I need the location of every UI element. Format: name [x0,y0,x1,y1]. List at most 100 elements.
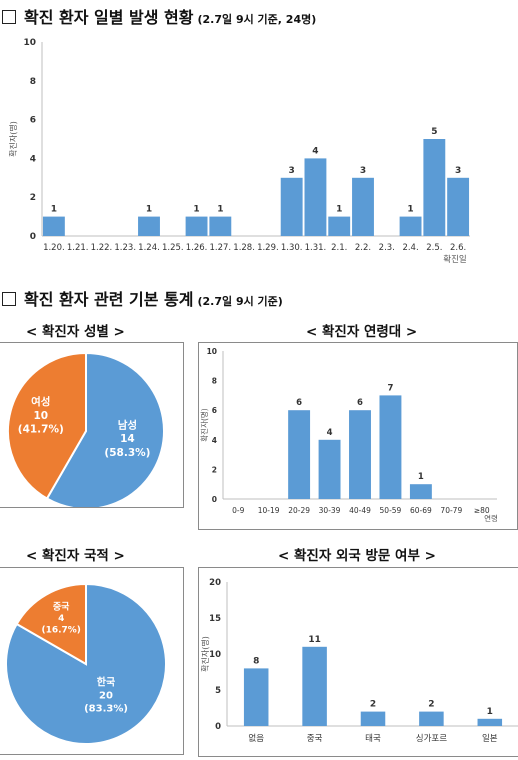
data-label: 11 [308,635,321,645]
nationality-subtitle: < 확진자 국적 > [26,548,125,564]
section-stats-title: 확진 환자 관련 기본 통계 [24,290,194,309]
pie-label-value: 10 [33,410,48,422]
bar-1.27. [209,216,232,236]
x-tick-label: 1.29. [257,243,279,253]
x-tick-label: 1.22. [91,243,113,253]
travel-panel: 0 5 10 15 20 8 없음 11 중국 2 태국 2 싱가포르 1 일본 확진자(명) [198,567,518,757]
y-tick-label: 15 [209,614,221,624]
x-tick-label: 40-49 [349,506,371,515]
bar-30-39 [318,439,341,499]
x-tick-label: 1.25. [162,243,184,253]
data-label: 3 [360,166,366,176]
y-tick-label: 10 [23,38,36,48]
bar-50-59 [379,395,402,499]
data-label: 3 [289,166,295,176]
bar-1.31. [304,158,327,236]
bar-1.30. [280,177,303,236]
x-tick-label: 2.2. [355,243,371,253]
nationality-pie-chart: 한국 20 (83.3%) 중국 4 (16.7%) [5,582,167,745]
age-panel: 0 2 4 6 8 10 0-9 10-19 6 20-29 4 30-39 6 40-49 7 50-59 1… [198,342,518,530]
y-axis-title: 확진자(명) [200,636,210,672]
bar-중국 [302,646,327,726]
x-tick-label: 1.30. [281,243,303,253]
x-tick-label: 2.6. [450,243,466,253]
x-tick-label: 일본 [482,734,498,744]
x-tick-label: 1.31. [305,243,327,253]
x-tick-label: 70-79 [440,506,462,515]
data-label: 2 [428,700,434,710]
data-label: 1 [146,205,152,215]
bar-일본 [477,718,503,726]
gender-panel: 남성 14 (58.3%) 여성 10 (41.7%) [0,342,184,510]
x-tick-label: 1.28. [233,243,255,253]
x-tick-label: 1.21. [67,243,89,253]
x-tick-label: 태국 [365,734,381,744]
pie-label-value: 4 [58,614,64,624]
x-tick-label: 1.24. [138,243,160,253]
x-tick-label: 2.1. [331,243,347,253]
bar-60-69 [409,484,432,499]
x-tick-label: 2.4. [402,243,418,253]
nationality-panel: 한국 20 (83.3%) 중국 4 (16.7%) [0,567,184,755]
y-tick-label: 0 [215,722,221,732]
data-label: 1 [193,205,199,215]
data-label: 3 [455,166,461,176]
checkbox-square-icon [2,292,16,306]
y-tick-label: 8 [212,377,217,386]
section-daily-title: 확진 환자 일별 발생 현황 [24,8,194,27]
x-tick-label: 2.3. [379,243,395,253]
age-subtitle: < 확진자 연령대 > [306,324,418,340]
data-label: 6 [296,398,302,408]
y-axis-title: 확진자(명) [199,408,209,442]
data-label: 7 [387,383,393,393]
pie-label-name: 남성 [118,418,137,431]
x-tick-label: 30-39 [319,506,341,515]
bar-싱가포르 [419,711,444,726]
section-stats-note: (2.7일 9시 기준) [197,295,283,308]
x-tick-label: 1.26. [186,243,208,253]
bar-1.20. [42,216,65,236]
bar-2.5. [423,139,446,236]
pie-label-name: 중국 [53,601,70,612]
pie-label-percent: (58.3%) [104,447,150,459]
pie-label-value: 14 [120,433,135,445]
travel-subtitle: < 확진자 외국 방문 여부 > [278,548,436,564]
y-tick-label: 8 [30,77,36,87]
x-tick-label: 싱가포르 [416,733,447,744]
x-tick-label: 50-59 [380,506,402,515]
y-tick-label: 4 [212,436,217,445]
data-label: 2 [370,700,376,710]
data-label: 4 [327,428,333,438]
x-tick-label: ≥80 [474,506,490,515]
x-tick-label: 1.27. [210,243,232,253]
pie-label-value: 20 [99,691,113,702]
pie-slice-여성 [7,351,87,500]
section-daily-heading: 확진 환자 일별 발생 현황 (2.7일 9시 기준, 24명) [2,4,316,28]
x-tick-label: 중국 [307,734,323,744]
pie-slice-중국 [15,582,87,666]
gender-subtitle: < 확진자 성별 > [26,324,125,340]
y-tick-label: 2 [212,465,217,474]
x-tick-label: 10-19 [258,506,280,515]
bar-2.4. [399,216,422,236]
pie-label-name: 한국 [97,677,115,689]
x-tick-label: 1.20. [43,243,65,253]
pie-label-percent: (41.7%) [18,424,64,436]
data-label: 1 [51,205,57,215]
x-tick-label: 없음 [248,734,264,744]
y-tick-label: 4 [30,154,36,164]
y-tick-label: 10 [209,650,221,660]
section-daily-note: (2.7일 9시 기준, 24명) [197,13,317,26]
y-tick-label: 5 [215,686,221,696]
data-label: 1 [407,205,413,215]
data-label: 1 [336,205,342,215]
pie-label-percent: (83.3%) [84,704,128,715]
x-tick-label: 0-9 [232,506,244,515]
y-tick-label: 2 [30,193,36,203]
checkbox-square-icon [2,10,16,24]
bar-1.24. [138,216,160,236]
x-axis-title: 연령 [484,514,498,523]
y-tick-label: 10 [207,347,217,356]
x-tick-label: 20-29 [288,506,310,515]
data-label: 1 [418,472,424,482]
